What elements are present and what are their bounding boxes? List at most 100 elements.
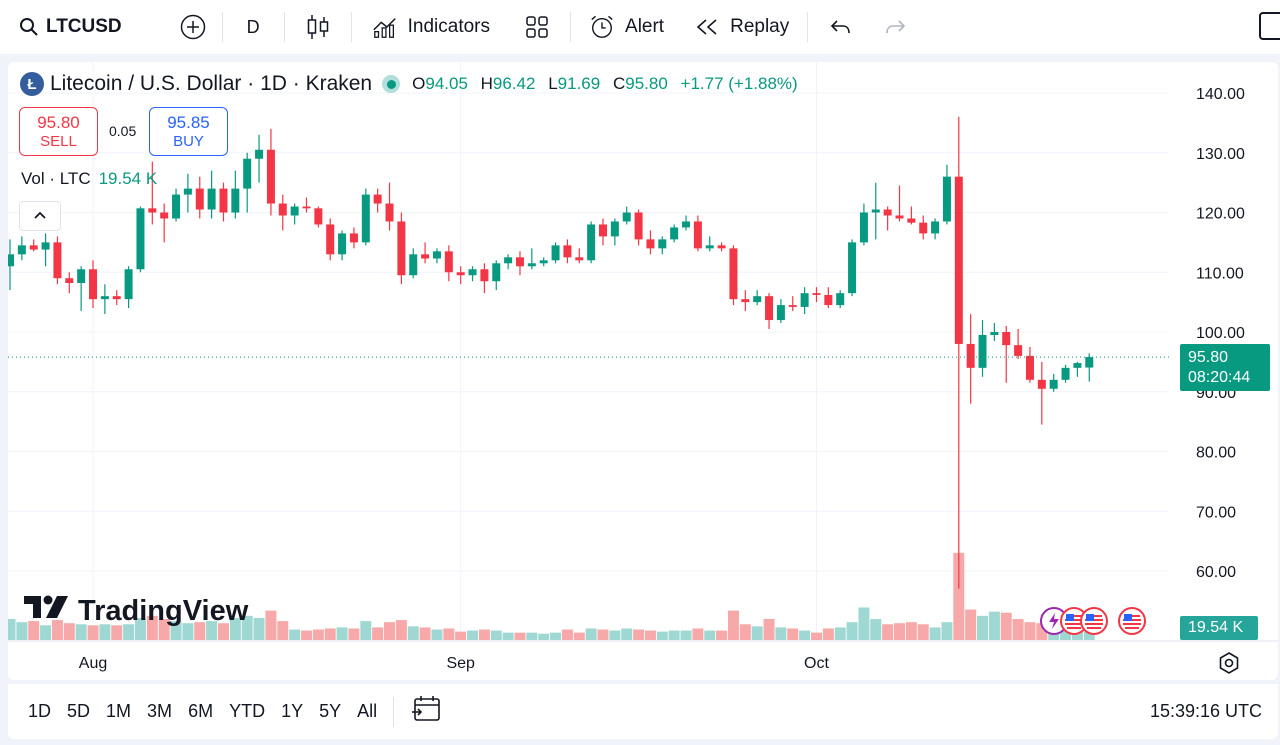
candle-body <box>89 269 98 300</box>
us-flag-event-icon[interactable] <box>1080 607 1108 635</box>
volume-bar <box>621 628 633 640</box>
volume-bar <box>561 629 573 640</box>
collapse-legend-button[interactable] <box>19 201 61 231</box>
symbol-search[interactable]: LTCUSD <box>0 0 132 54</box>
candle-body <box>527 263 536 267</box>
go-to-date-button[interactable] <box>402 695 452 728</box>
candle-body <box>243 158 252 189</box>
range-button[interactable]: 1Y <box>281 701 304 721</box>
range-button[interactable]: 3M <box>147 701 173 721</box>
range-button[interactable]: 5D <box>67 701 91 721</box>
candle-body <box>942 176 951 222</box>
candle-body <box>326 224 335 255</box>
tradingview-mark-icon <box>24 594 70 628</box>
candle-body <box>255 149 264 159</box>
volume-bar <box>336 627 348 640</box>
candle-body <box>1049 379 1058 389</box>
candle-body <box>231 188 240 213</box>
volume-bar <box>182 623 194 640</box>
volume-bar <box>502 632 514 640</box>
volume-bar <box>1060 628 1072 640</box>
candle-body <box>765 296 774 321</box>
volume-bar <box>941 622 953 640</box>
toolbar-divider <box>221 12 223 42</box>
candle-body <box>302 206 311 209</box>
volume-bar <box>763 619 775 640</box>
toolbar-divider <box>283 12 285 42</box>
candle-body <box>907 218 916 223</box>
candle-body <box>8 254 14 267</box>
layouts-button[interactable] <box>504 0 570 54</box>
candle-body <box>468 269 477 276</box>
alert-button[interactable]: Alert <box>571 0 680 54</box>
volume-bar <box>158 619 170 640</box>
candle-body <box>812 293 821 295</box>
interval-button[interactable]: D <box>223 0 284 54</box>
candle-body <box>409 254 418 276</box>
range-button[interactable]: All <box>357 701 378 721</box>
volume-bar <box>799 630 811 640</box>
volume-bar <box>395 620 407 640</box>
volume-bar <box>312 629 324 640</box>
buy-button[interactable]: 95.85 BUY <box>149 107 228 156</box>
volume-bar <box>123 624 135 640</box>
chart-title: Litecoin / U.S. Dollar · 1D · Kraken <box>50 72 373 95</box>
candle-body <box>17 245 26 255</box>
candle-body <box>219 188 228 213</box>
tradingview-logo[interactable]: TradingView <box>24 594 248 628</box>
undo-button[interactable] <box>808 0 868 54</box>
chart-pane[interactable]: 140.00 130.00 120.00 110.00 100.00 90.00 80.00… <box>8 62 1278 680</box>
symbol-name: LTCUSD <box>46 16 122 37</box>
candle-body <box>278 203 287 216</box>
volume-bar <box>550 632 562 640</box>
indicators-button[interactable]: Indicators <box>352 0 504 54</box>
volume-bar <box>692 628 704 640</box>
fullscreen-button[interactable] <box>1259 12 1280 40</box>
us-flag-event-icon[interactable] <box>1118 607 1146 635</box>
chart-type-button[interactable] <box>285 0 351 54</box>
utc-clock[interactable]: 15:39:16 UTC <box>1149 701 1262 721</box>
volume-bar <box>526 632 538 640</box>
range-button[interactable]: 1D <box>28 701 52 721</box>
candle-body <box>314 208 323 225</box>
price-tick-label: 120.00 <box>1196 206 1245 223</box>
compare-button[interactable] <box>132 0 222 54</box>
candle-body <box>195 188 204 210</box>
candle-body <box>29 245 38 250</box>
volume-bar <box>704 630 716 640</box>
candle-body <box>100 296 109 300</box>
candle-body <box>1037 379 1046 389</box>
last-price-badge: 95.80 08:20:44 <box>1180 344 1270 391</box>
plus-circle-icon <box>180 14 206 40</box>
candle-body <box>824 294 833 306</box>
volume-bar <box>953 552 965 640</box>
range-button[interactable]: YTD <box>229 701 266 721</box>
event-markers[interactable] <box>1040 607 1146 635</box>
range-button[interactable]: 5Y <box>319 701 342 721</box>
high-value: 96.42 <box>492 74 536 93</box>
time-tick-label: Oct <box>804 655 829 672</box>
range-button[interactable]: 1M <box>106 701 132 721</box>
candle-body <box>338 233 347 255</box>
volume-bar <box>253 617 265 640</box>
chart-settings-button[interactable] <box>1217 651 1241 680</box>
candlesticks <box>8 116 1172 589</box>
price-chart[interactable]: 140.00130.00120.00110.00100.0090.0080.00… <box>8 62 1278 680</box>
redo-button[interactable] <box>868 0 922 54</box>
sell-button[interactable]: 95.80 SELL <box>19 107 98 156</box>
volume-bar <box>51 620 63 640</box>
volume-bar <box>372 627 384 640</box>
price-tick-label: 140.00 <box>1196 86 1245 103</box>
volume-bar <box>16 622 28 640</box>
range-button[interactable]: 6M <box>188 701 214 721</box>
candle-body <box>397 221 406 276</box>
low-value: 91.69 <box>557 74 601 93</box>
candle-body <box>1014 345 1023 356</box>
gear-icon <box>1217 652 1241 679</box>
toolbar-divider <box>350 12 352 42</box>
date-range-selector: 1D 5D 1M 3M 6M YTD 1Y 5Y All <box>8 701 385 722</box>
volume-bar <box>810 632 822 640</box>
replay-button[interactable]: Replay <box>680 0 807 54</box>
candle-body <box>504 257 513 264</box>
volume-bar <box>419 627 431 640</box>
